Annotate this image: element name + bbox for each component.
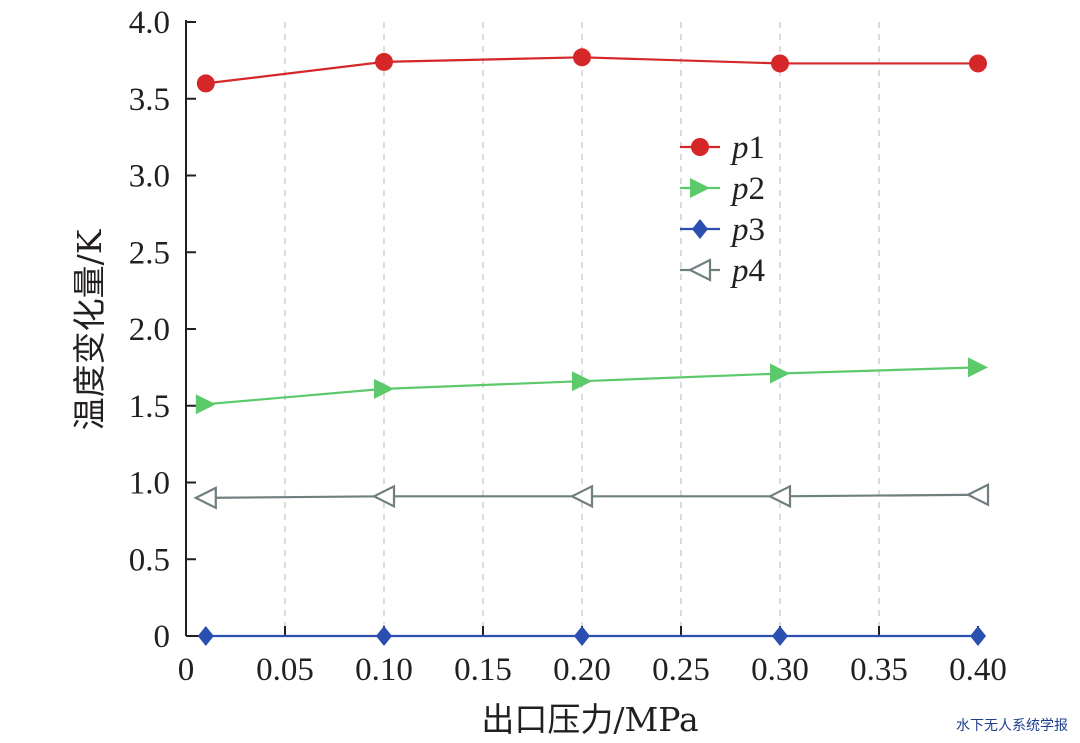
series-line-p1 xyxy=(205,56,978,85)
y-tick-label: 2.5 xyxy=(129,235,170,271)
x-tick-label: 0.30 xyxy=(751,652,809,688)
data-point-p3 xyxy=(574,626,590,646)
legend-item-p2: p2 xyxy=(680,171,765,207)
data-point-p4 xyxy=(767,484,792,509)
legend-marker xyxy=(692,219,708,239)
y-axis-label: 温度变化量/K xyxy=(70,228,109,430)
y-tick-label: 1.0 xyxy=(129,466,170,502)
legend-label: p4 xyxy=(730,253,765,289)
data-point-p3 xyxy=(197,626,214,646)
legend-label: p1 xyxy=(730,130,765,166)
x-tick-label: 0 xyxy=(178,652,195,688)
legend: p1 p2 p3 p4 xyxy=(680,130,765,289)
legend-label: p2 xyxy=(730,171,765,207)
y-tick-label: 4.0 xyxy=(129,5,170,41)
data-point-p4 xyxy=(371,484,396,509)
data-point-p2 xyxy=(374,378,394,399)
data-point-p1 xyxy=(375,52,393,71)
data-point-p2 xyxy=(968,357,988,378)
legend-item-p1: p1 xyxy=(680,130,765,166)
journal-watermark: 水下无人系统学报 xyxy=(956,718,1068,734)
legend-label: p3 xyxy=(730,212,765,248)
x-tick-label: 0.05 xyxy=(256,652,314,688)
series-p3 xyxy=(197,626,986,646)
data-point-p4 xyxy=(193,486,217,510)
x-tick-label: 0.25 xyxy=(652,652,710,688)
x-tick-label: 0.20 xyxy=(553,652,611,688)
data-point-p2 xyxy=(770,363,790,384)
data-point-p3 xyxy=(376,626,392,646)
y-tick-label: 2.0 xyxy=(129,312,170,348)
x-tick-label: 0.15 xyxy=(454,652,512,688)
series-group xyxy=(193,48,990,646)
data-point-p4 xyxy=(965,483,990,507)
x-tick-label: 0.10 xyxy=(355,652,413,688)
series-line-p2 xyxy=(205,366,979,406)
y-tick-label: 1.5 xyxy=(129,389,170,425)
legend-item-p3: p3 xyxy=(680,212,765,248)
data-point-p1 xyxy=(196,74,215,93)
series-p1 xyxy=(196,48,987,93)
axes: 0 0.5 1.0 1.5 2.0 2.5 3.0 3.5 4.0 0 0.05 0.10 0.15 0.… xyxy=(129,5,1007,688)
data-point-p4 xyxy=(569,484,594,509)
y-tick-label: 3.5 xyxy=(129,82,170,118)
x-tick-label: 0.40 xyxy=(949,652,1007,688)
legend-item-p4: p4 xyxy=(680,253,765,289)
data-point-p1 xyxy=(771,54,789,73)
data-point-p3 xyxy=(772,626,788,646)
legend-marker xyxy=(691,138,709,156)
y-tick-label: 0 xyxy=(154,619,171,655)
data-point-p1 xyxy=(573,48,591,67)
x-axis-label: 出口压力/MPa xyxy=(481,700,698,739)
data-point-p1 xyxy=(969,54,987,73)
series-p4 xyxy=(193,483,990,510)
y-tick-label: 0.5 xyxy=(129,542,170,578)
legend-marker xyxy=(690,178,710,198)
x-tick-label: 0.35 xyxy=(850,652,908,688)
gridlines xyxy=(284,22,880,636)
data-point-p3 xyxy=(970,626,986,646)
series-p2 xyxy=(195,357,988,415)
data-point-p2 xyxy=(195,394,216,415)
data-point-p2 xyxy=(572,371,592,392)
y-tick-label: 3.0 xyxy=(129,159,170,195)
legend-marker xyxy=(687,258,712,282)
